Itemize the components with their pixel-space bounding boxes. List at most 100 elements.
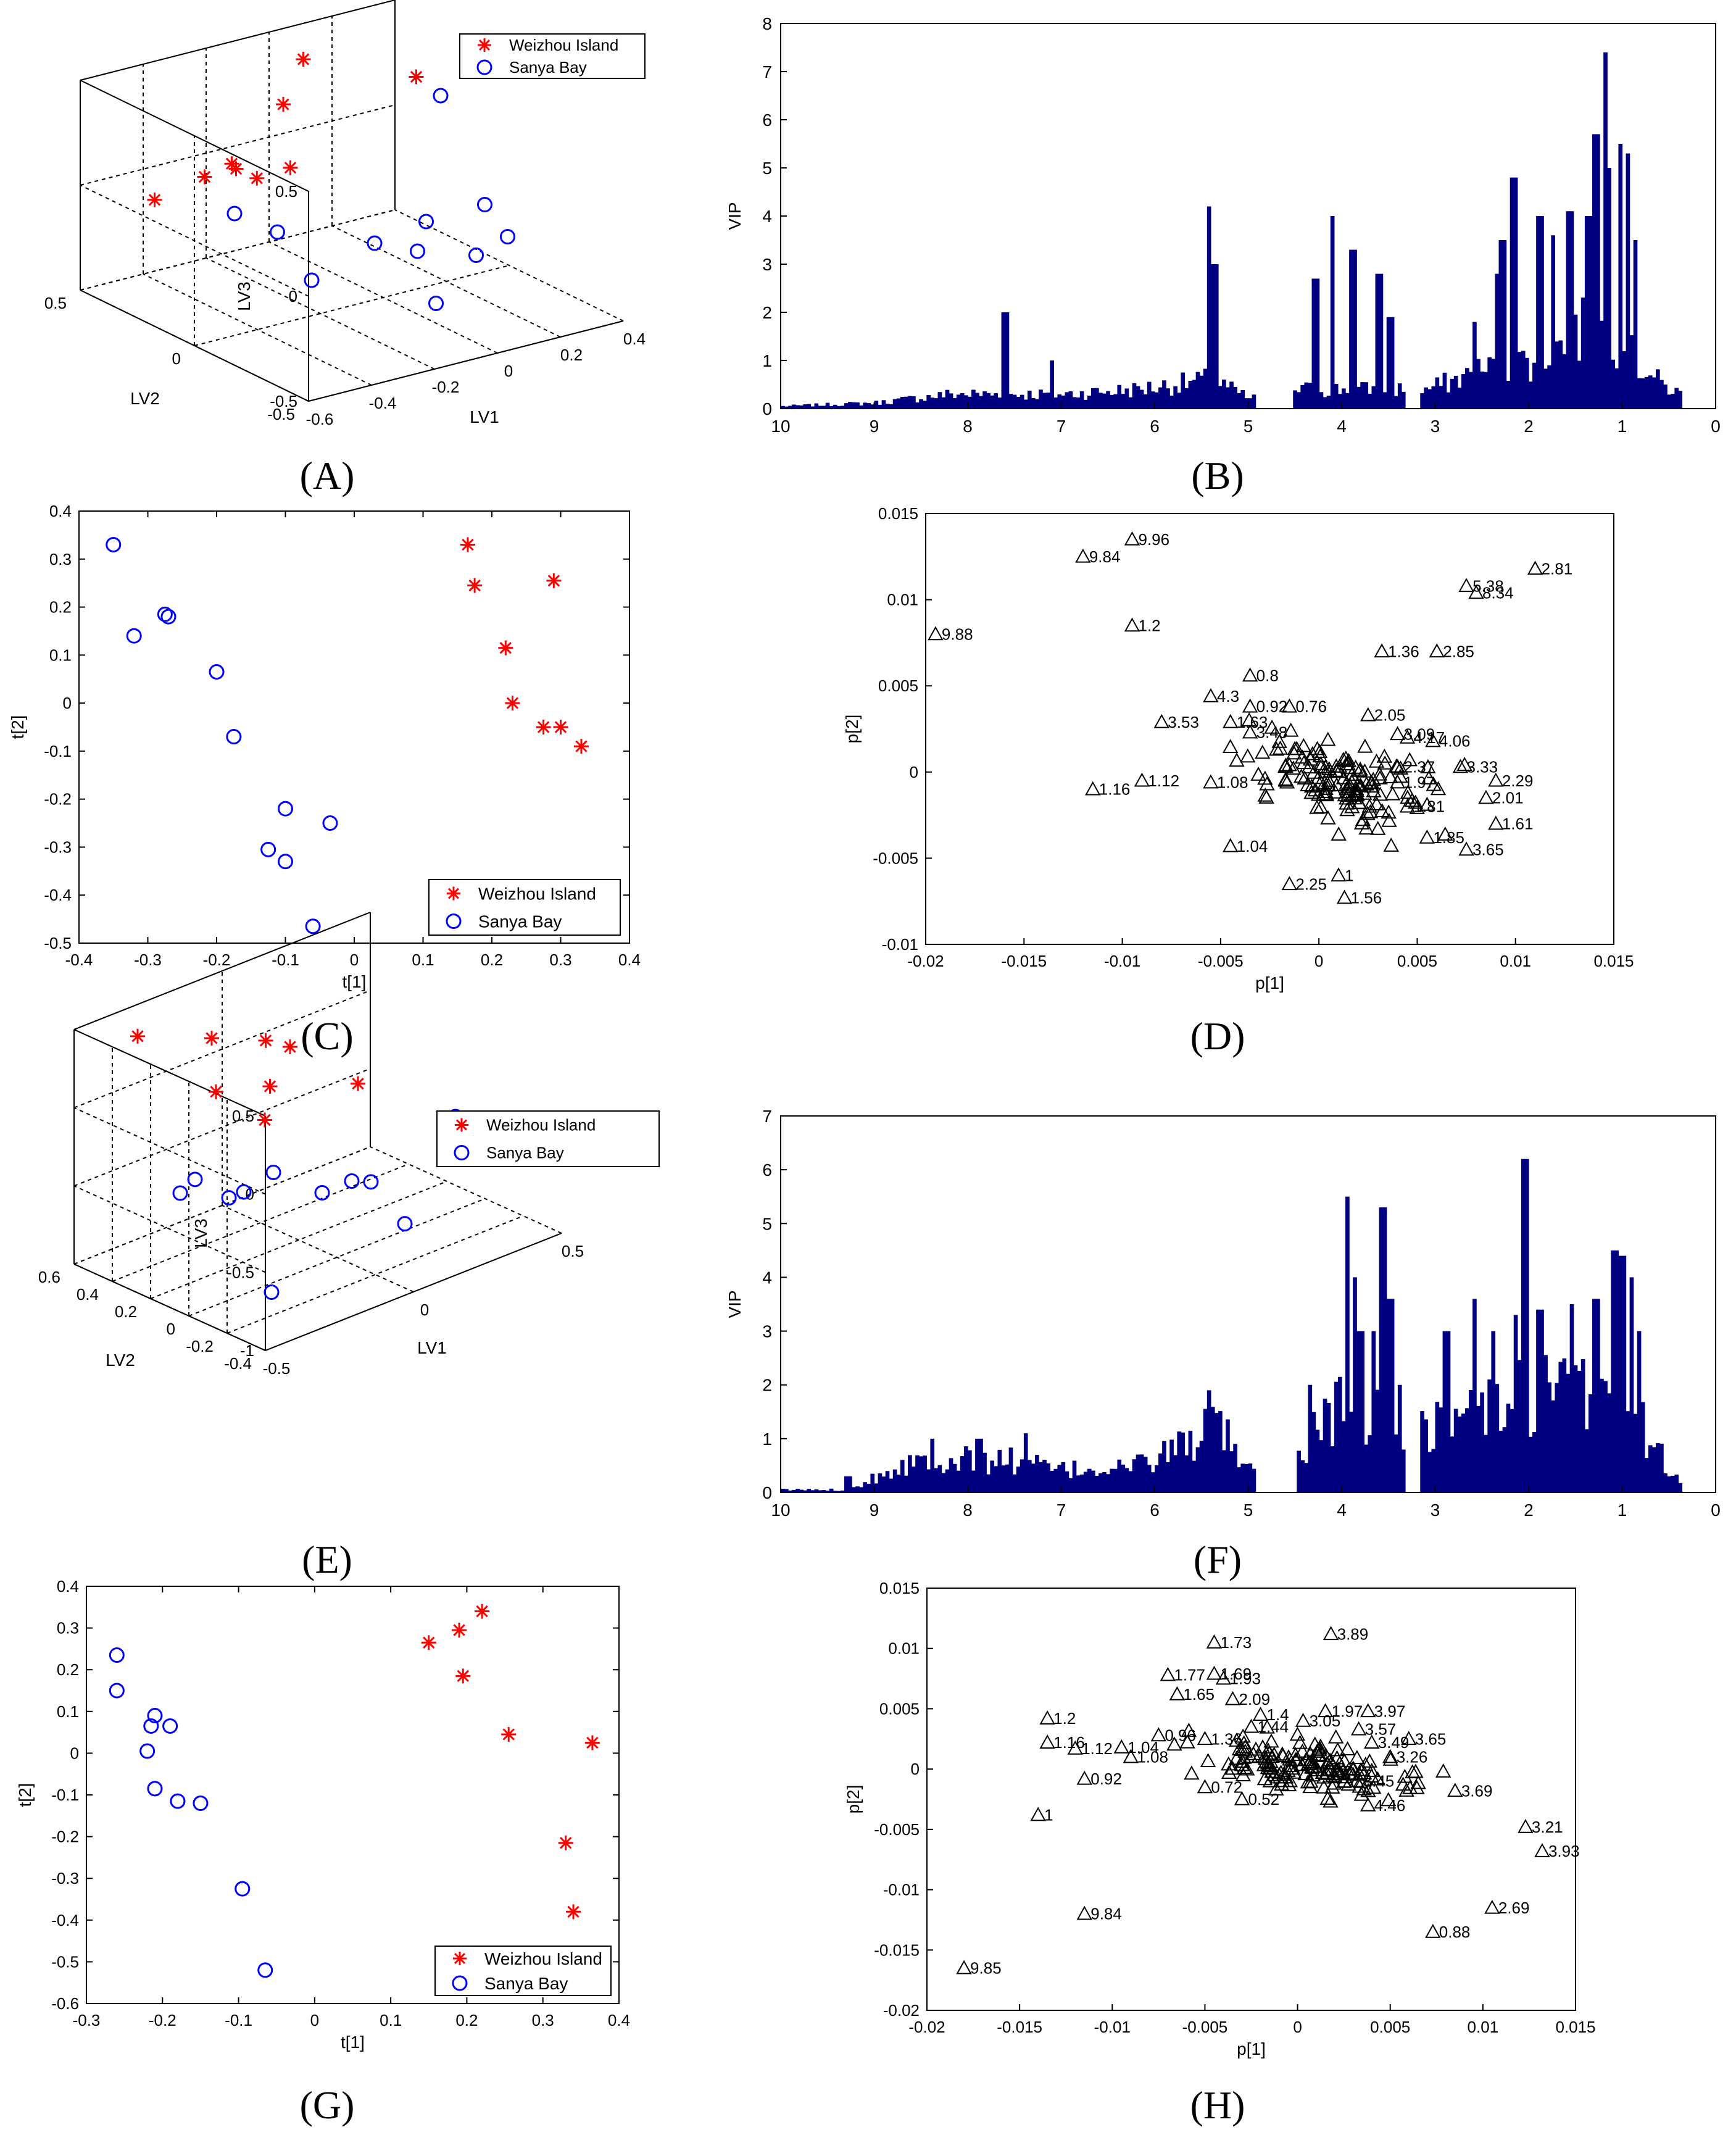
y-tick-label: 3: [762, 1322, 772, 1341]
vip-bar: [1659, 1443, 1664, 1492]
x-tick-label: -0.3: [73, 2011, 101, 2029]
vip-bar: [1192, 1460, 1197, 1492]
vip-bar: [1293, 390, 1297, 409]
x-tick-label: -0.015: [997, 2018, 1042, 2036]
vip-bar: [1252, 1468, 1256, 1492]
loading-point-label: 2.81: [1542, 559, 1573, 578]
vip-bar: [1364, 382, 1369, 409]
vip-bar: [1401, 1449, 1406, 1492]
legend-circle-marker: [454, 1145, 470, 1160]
vip-bar: [1506, 1404, 1511, 1492]
vip-bar: [1124, 1468, 1129, 1492]
cluster-point: [1335, 1763, 1351, 1778]
sanya-point: [257, 1962, 273, 1978]
sanya-point: [172, 1185, 188, 1201]
star-stroke: [423, 1636, 435, 1649]
vip-bar: [1487, 1379, 1492, 1492]
vip-bar: [1600, 1378, 1604, 1492]
vip-bar: [1390, 317, 1395, 409]
weizhou-point: [455, 1668, 471, 1684]
vip-bar: [1607, 168, 1611, 409]
cluster-point: [1363, 1768, 1380, 1783]
vip-bar: [1300, 385, 1305, 409]
y-tick-label: 0.3: [49, 550, 72, 568]
vip-bar: [1356, 1331, 1361, 1492]
vip-bar: [1076, 397, 1081, 409]
vip-bar: [937, 1465, 942, 1492]
loading-point-label: 1.61: [1502, 815, 1534, 833]
vip-bar: [1584, 216, 1589, 409]
x-tick-label: 8: [963, 1500, 973, 1520]
vip-bar: [986, 1474, 991, 1492]
vip-bar: [1588, 216, 1593, 409]
y-tick-label: 0.4: [57, 1577, 79, 1596]
vip-bar: [1132, 1459, 1137, 1492]
z-axis-label: LV3: [191, 1218, 210, 1248]
vip-bar: [1008, 1447, 1013, 1492]
vip-bar: [874, 1483, 879, 1492]
y-tick-label: 0.6: [38, 1268, 60, 1286]
vip-bar: [1323, 1398, 1327, 1492]
y-tick-label: 7: [762, 62, 772, 81]
vip-bar: [1397, 383, 1402, 409]
legend-label-sanya: Sanya Bay: [486, 1144, 564, 1162]
sanya-point: [270, 224, 285, 240]
cluster-point: [1382, 1751, 1398, 1766]
vip-bar: [1199, 375, 1204, 409]
y-axis-label: LV2: [130, 389, 160, 408]
cluster-point: [1337, 1769, 1353, 1784]
vip-bar: [1158, 1453, 1163, 1492]
vip-bar: [1121, 394, 1126, 409]
vip-bar: [1042, 1460, 1047, 1492]
x-tick-label: 10: [771, 1500, 790, 1520]
y-tick-label: 1: [762, 351, 772, 370]
vip-bar: [956, 1470, 961, 1492]
loading-point: [1389, 774, 1406, 789]
cluster-point: [1400, 789, 1416, 804]
x-tick-label: 0.005: [1370, 2018, 1410, 2036]
vip-bar: [1110, 394, 1114, 409]
x-tick-label: -0.1: [225, 2011, 252, 2029]
loading-point: [1374, 643, 1390, 658]
weizhou-point: [553, 720, 568, 735]
loading-point-label: 1.2: [1053, 1709, 1076, 1728]
z-tick-label: 0.5: [232, 1107, 254, 1125]
vip-bar: [1551, 235, 1556, 409]
vip-bar: [1596, 134, 1600, 409]
vip-bar: [968, 1450, 972, 1492]
vip-bar: [1629, 1277, 1634, 1492]
vip-bar: [870, 404, 875, 409]
vip-bar: [1039, 1462, 1043, 1492]
loading-point-label: 0.96: [1165, 1726, 1196, 1744]
cluster-point: [1381, 804, 1397, 819]
vip-bar: [1342, 1421, 1346, 1492]
cluster-point: [1361, 1753, 1377, 1768]
cluster-point: [1283, 722, 1299, 737]
loading-point-label: 0.88: [1439, 1923, 1471, 1941]
cluster-point: [1302, 1746, 1318, 1760]
vip-bar: [799, 1489, 804, 1492]
vip-bar: [1629, 335, 1634, 409]
vip-bar: [1244, 398, 1249, 409]
vip-bar: [1102, 1472, 1107, 1492]
vip-bar: [1495, 273, 1500, 409]
cluster-point: [1301, 759, 1317, 774]
vip-bar: [949, 393, 953, 409]
cluster-point: [1250, 767, 1266, 781]
cluster-point: [1323, 1755, 1340, 1769]
loading-point: [1067, 1740, 1083, 1755]
cluster-point: [1344, 767, 1360, 781]
vip-bar: [1375, 273, 1380, 409]
legend-star-marker: [478, 38, 491, 52]
loading-point-label: 1.04: [1237, 837, 1268, 855]
vip-bar: [885, 1471, 890, 1492]
panel-label-g: (G): [300, 2083, 355, 2127]
vip-bar: [844, 403, 849, 409]
star-stroke: [506, 697, 519, 709]
vip-bar: [1334, 383, 1339, 409]
star-stroke: [210, 1086, 222, 1098]
cluster-point: [1370, 820, 1386, 835]
vip-bar: [1517, 352, 1522, 409]
vip-bar: [945, 389, 950, 409]
